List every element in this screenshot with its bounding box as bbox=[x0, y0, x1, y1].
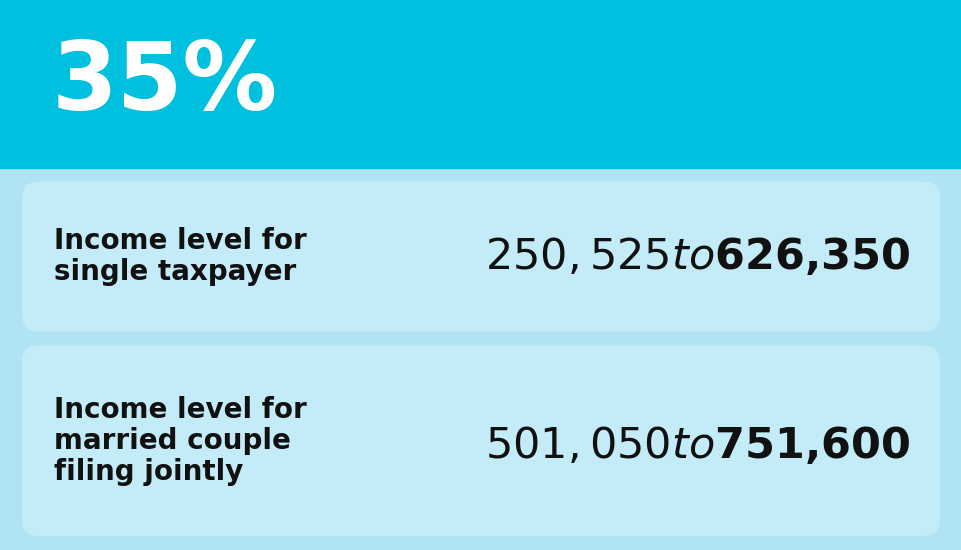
Text: single taxpayer: single taxpayer bbox=[54, 258, 296, 286]
Text: Income level for: Income level for bbox=[54, 396, 307, 424]
FancyBboxPatch shape bbox=[22, 182, 939, 332]
Text: $250,525 to $626,350: $250,525 to $626,350 bbox=[484, 235, 909, 278]
Text: $501,050 to $751,600: $501,050 to $751,600 bbox=[484, 425, 909, 467]
Text: Income level for: Income level for bbox=[54, 227, 307, 255]
FancyBboxPatch shape bbox=[22, 345, 939, 536]
Bar bbox=[0, 0, 961, 168]
Text: filing jointly: filing jointly bbox=[54, 458, 243, 486]
Text: 35%: 35% bbox=[52, 38, 278, 130]
Text: married couple: married couple bbox=[54, 427, 290, 455]
